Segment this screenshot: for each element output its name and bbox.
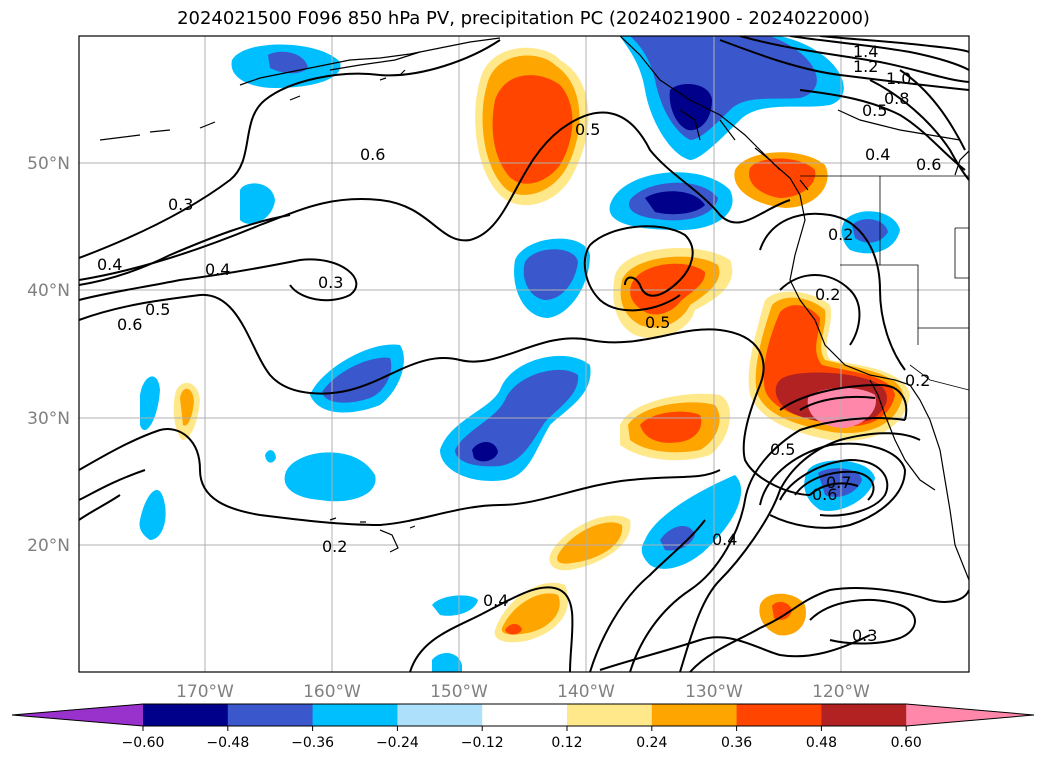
contour-label: 0.6 (117, 315, 142, 334)
contour-label: 0.4 (97, 255, 122, 274)
contour-label: 0.2 (815, 285, 840, 304)
colorbar-swatch (397, 704, 483, 726)
colorbar-tick-label: 0.48 (806, 735, 837, 751)
colorbar-tick-label: 0.24 (636, 735, 667, 751)
contour-label: 0.4 (712, 530, 737, 549)
lon-label: 140°W (557, 682, 615, 702)
colorbar-tick-label: −0.48 (206, 735, 249, 751)
lat-label: 40°N (27, 281, 70, 301)
contour-label: 0.2 (322, 537, 347, 556)
colorbar-swatch (567, 704, 653, 726)
contour-label: 0.2 (828, 225, 853, 244)
colorbar-extend-low (12, 704, 143, 726)
map-title: 2024021500 F096 850 hPa PV, precipitatio… (177, 8, 870, 29)
contour-label: 0.4 (205, 260, 230, 279)
colorbar-tick-label: −0.60 (122, 735, 165, 751)
contour-label: 0.6 (360, 145, 385, 164)
lon-label: 120°W (812, 682, 870, 702)
borders (800, 175, 969, 391)
colorbar-tick-label: 0.12 (551, 735, 582, 751)
lon-label: 170°W (176, 682, 234, 702)
contour-label: 1.0 (886, 69, 911, 88)
contour-label: 0.8 (884, 89, 909, 108)
colorbar-tick-label: −0.12 (461, 735, 504, 751)
coastlines (99, 36, 969, 581)
lon-label: 130°W (685, 682, 743, 702)
colorbar-swatch (227, 704, 314, 726)
colorbar-swatch (821, 704, 907, 726)
colorbar: −0.60 −0.48 −0.36 −0.24 −0.12 0.12 0.24 0.36 0.4… (11, 703, 1035, 751)
graticule (79, 36, 969, 672)
lat-label: 30°N (27, 409, 70, 429)
contour-label: 1.4 (853, 42, 878, 61)
contour-label: 0.7 (826, 473, 851, 492)
colorbar-tick-label: 0.36 (721, 735, 752, 751)
contour-label: 0.5 (575, 120, 600, 139)
contour-label: 0.5 (862, 101, 887, 120)
colorbar-tick-label: −0.36 (291, 735, 334, 751)
contour-label: 0.4 (865, 145, 890, 164)
contour-label: 0.4 (483, 591, 508, 610)
contour-label: 0.5 (145, 300, 170, 319)
colorbar-swatch (482, 704, 568, 726)
contour-label: 0.5 (645, 313, 670, 332)
lat-label: 20°N (27, 536, 70, 556)
contour-label: 0.6 (812, 485, 837, 504)
map-frame (78, 35, 970, 673)
contour-label: 0.5 (770, 440, 795, 459)
contour-label: 0.3 (852, 626, 877, 645)
contour-label: 0.2 (905, 371, 930, 390)
colorbar-swatch (312, 704, 398, 726)
contour-label: 1.2 (853, 57, 878, 76)
longitude-labels: 170°W 160°W 150°W 140°W 130°W 120°W (176, 682, 870, 702)
lat-label: 50°N (27, 154, 70, 174)
map-panel: 1.4 1.2 1.0 0.8 0.5 0.4 0.6 0.6 0.3 0.4 … (79, 36, 969, 672)
contour-labels: 1.4 1.2 1.0 0.8 0.5 0.4 0.6 0.6 0.3 0.4 … (97, 42, 941, 645)
colorbar-tick-label: −0.24 (376, 735, 419, 751)
pv-contours (79, 36, 969, 672)
lon-label: 160°W (303, 682, 361, 702)
contour-label: 0.6 (916, 155, 941, 174)
colorbar-tick-label: 0.60 (891, 735, 922, 751)
colorbar-swatch (143, 704, 229, 726)
colorbar-swatch (651, 704, 738, 726)
latitude-labels: 50°N 40°N 30°N 20°N (27, 154, 70, 556)
contour-label: 0.3 (168, 195, 193, 214)
colorbar-extend-high (906, 704, 1034, 726)
colorbar-swatch (736, 704, 822, 726)
lon-label: 150°W (430, 682, 488, 702)
contour-label: 0.3 (318, 273, 343, 292)
